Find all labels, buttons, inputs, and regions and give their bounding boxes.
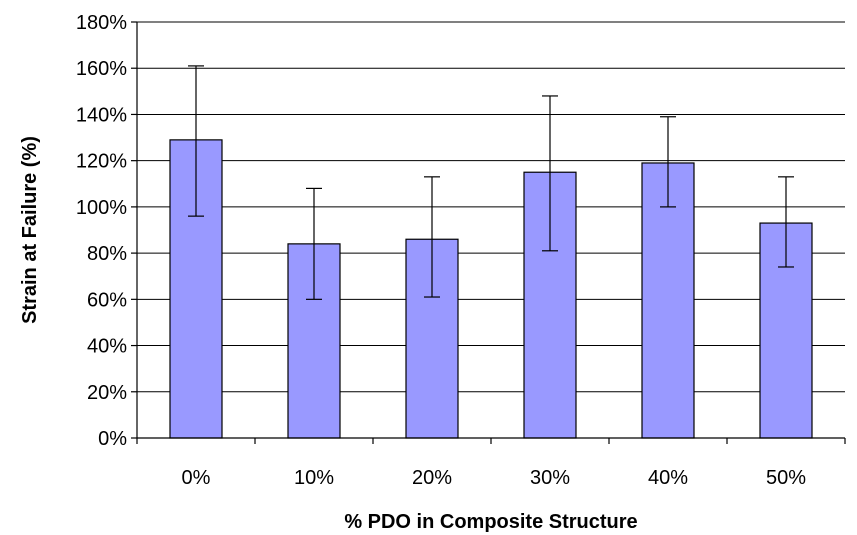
x-tick-label: 0% (182, 467, 211, 489)
x-tick-label: 20% (412, 467, 452, 489)
bars (169, 139, 813, 439)
x-axis-title: % PDO in Composite Structure (344, 511, 637, 533)
x-tick-labels: 0% 10% 20% 30% 40% 50% (182, 467, 807, 489)
error-bars (188, 65, 794, 300)
y-tick-label: 160% (76, 58, 127, 80)
x-tick-label: 50% (766, 467, 806, 489)
y-tick-label: 40% (87, 336, 127, 358)
gridlines (131, 21, 846, 444)
y-tick-label: 60% (87, 289, 127, 311)
y-tick-label: 120% (76, 151, 127, 173)
y-tick-label: 140% (76, 104, 127, 126)
y-tick-label: 80% (87, 243, 127, 265)
y-axis-title: Strain at Failure (%) (19, 136, 41, 324)
y-tick-label: 20% (87, 382, 127, 404)
axes (136, 22, 845, 439)
y-tick-labels: 0% 20% 40% 60% 80% 100% 120% 140% 160% 180% (76, 12, 127, 450)
x-tick-label: 30% (530, 467, 570, 489)
y-tick-label: 0% (98, 428, 127, 450)
y-tick-label: 100% (76, 197, 127, 219)
bar (641, 162, 695, 439)
x-tick-label: 10% (294, 467, 334, 489)
y-tick-label: 180% (76, 12, 127, 34)
x-tick-label: 40% (648, 467, 688, 489)
